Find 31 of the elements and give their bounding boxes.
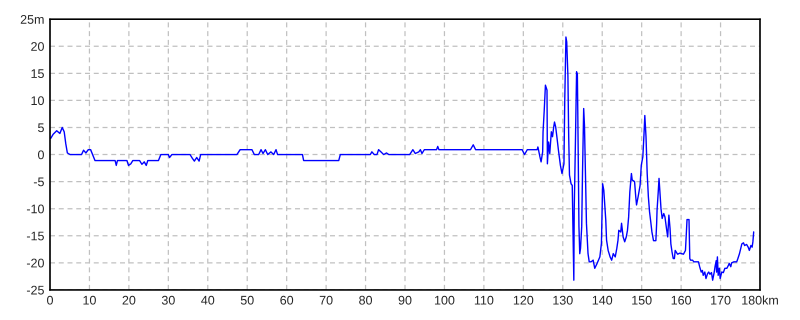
y-tick-label: 25m [20,15,44,24]
line-series [50,36,754,281]
y-tick-label: -20 [26,258,44,268]
y-tick-label: 15 [31,69,44,78]
y-tick-label: 20 [31,42,44,51]
x-tick-label: 60 [280,296,294,305]
y-tick-label: 5 [38,123,44,132]
x-tick-label: 170 [711,296,730,305]
x-tick-label: 120 [514,296,534,305]
x-tick-label: 140 [592,296,612,305]
x-tick-label: 180km [742,295,778,305]
y-tick-label: 0 [38,150,44,160]
x-tick-label: 100 [434,296,454,305]
x-tick-label: 160 [672,296,692,305]
x-tick-label: 50 [240,296,254,305]
x-tick-label: 110 [474,296,494,305]
x-tick-label: 10 [83,296,96,305]
y-tick-label: -5 [34,178,44,186]
x-tick-label: 130 [553,296,573,305]
y-tick-label: 10 [31,96,44,106]
x-tick-label: 20 [122,296,136,305]
y-tick-label: -25 [26,286,44,295]
x-tick-label: 0 [47,296,53,305]
y-tick-label: -15 [26,232,44,240]
x-tick-label: 80 [359,296,372,305]
x-tick-label: 70 [320,296,333,305]
x-tick-label: 40 [201,296,214,305]
y-tick-label: -10 [26,204,44,214]
x-tick-label: 90 [398,296,412,305]
x-tick-label: 30 [162,296,175,305]
x-tick-label: 150 [632,296,652,305]
